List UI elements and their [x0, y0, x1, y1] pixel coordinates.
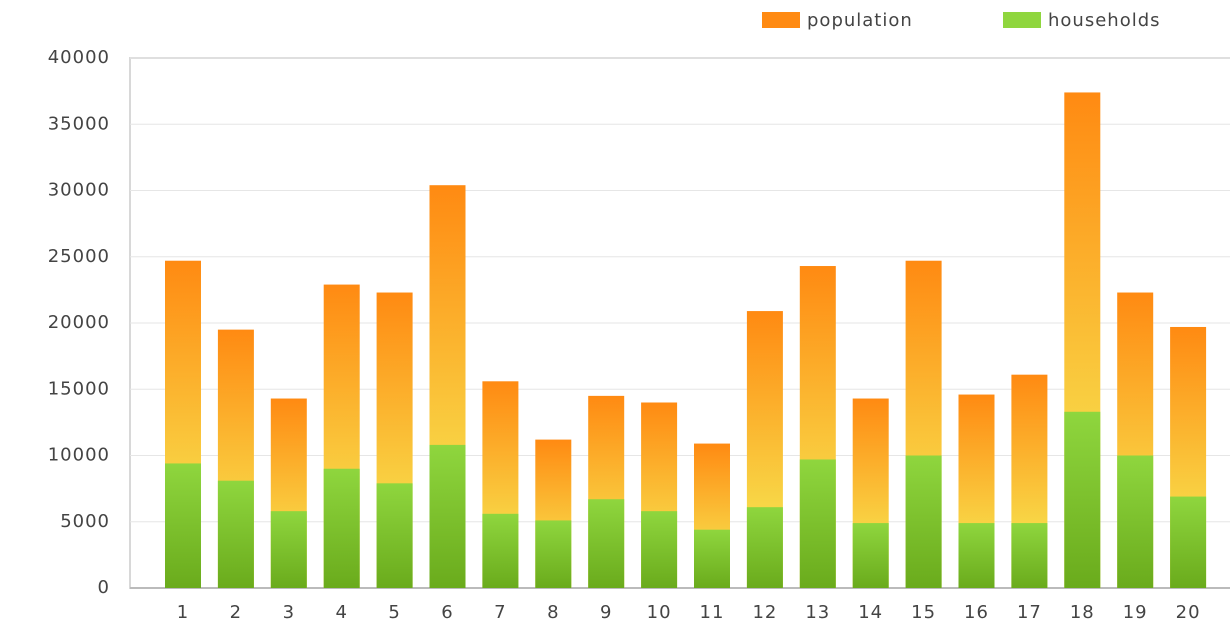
bar — [588, 499, 625, 588]
y-tick-label: 30000 — [48, 180, 110, 201]
bar — [535, 520, 572, 588]
bar — [694, 529, 730, 588]
x-tick-label: 18 — [1070, 602, 1095, 623]
x-tick-label: 17 — [1017, 602, 1042, 623]
x-tick-label: 14 — [858, 602, 883, 623]
bar — [641, 511, 678, 588]
bar — [376, 483, 413, 588]
bar — [905, 455, 942, 588]
x-tick-label: 2 — [230, 602, 242, 623]
y-tick-label: 20000 — [48, 312, 110, 333]
bar — [1011, 523, 1048, 588]
x-tick-label: 19 — [1123, 602, 1148, 623]
x-tick-label: 16 — [964, 602, 989, 623]
legend-swatch — [762, 12, 800, 28]
x-tick-label: 3 — [283, 602, 295, 623]
bar — [958, 523, 995, 588]
x-tick-label: 1 — [177, 602, 189, 623]
x-tick-label: 15 — [911, 602, 936, 623]
x-tick-label: 8 — [547, 602, 559, 623]
y-tick-label: 35000 — [48, 113, 110, 134]
y-tick-label: 0 — [98, 577, 110, 598]
legend-swatch — [1003, 12, 1041, 28]
bar — [482, 513, 519, 588]
y-tick-label: 40000 — [48, 47, 110, 68]
x-tick-label: 20 — [1176, 602, 1201, 623]
y-tick-label: 10000 — [48, 445, 110, 466]
x-tick-label: 10 — [647, 602, 672, 623]
x-tick-label: 5 — [388, 602, 400, 623]
bar — [799, 459, 836, 588]
bar — [746, 507, 783, 588]
x-tick-label: 9 — [600, 602, 612, 623]
bar — [323, 468, 360, 588]
y-tick-label: 15000 — [48, 378, 110, 399]
bar — [217, 480, 254, 588]
x-tick-label: 6 — [441, 602, 453, 623]
y-tick-label: 25000 — [48, 246, 110, 267]
bar — [1064, 411, 1101, 588]
y-tick-label: 5000 — [60, 511, 110, 532]
legend-label: population — [807, 10, 913, 31]
x-tick-label: 13 — [805, 602, 830, 623]
bar — [1170, 496, 1207, 588]
x-tick-label: 7 — [494, 602, 506, 623]
x-tick-label: 12 — [752, 602, 777, 623]
bar — [1117, 455, 1154, 588]
bar — [165, 463, 201, 588]
legend-label: households — [1048, 10, 1161, 31]
x-tick-label: 11 — [700, 602, 725, 623]
bar — [429, 444, 466, 588]
bar — [270, 511, 307, 588]
bar — [852, 523, 889, 588]
x-tick-label: 4 — [335, 602, 347, 623]
